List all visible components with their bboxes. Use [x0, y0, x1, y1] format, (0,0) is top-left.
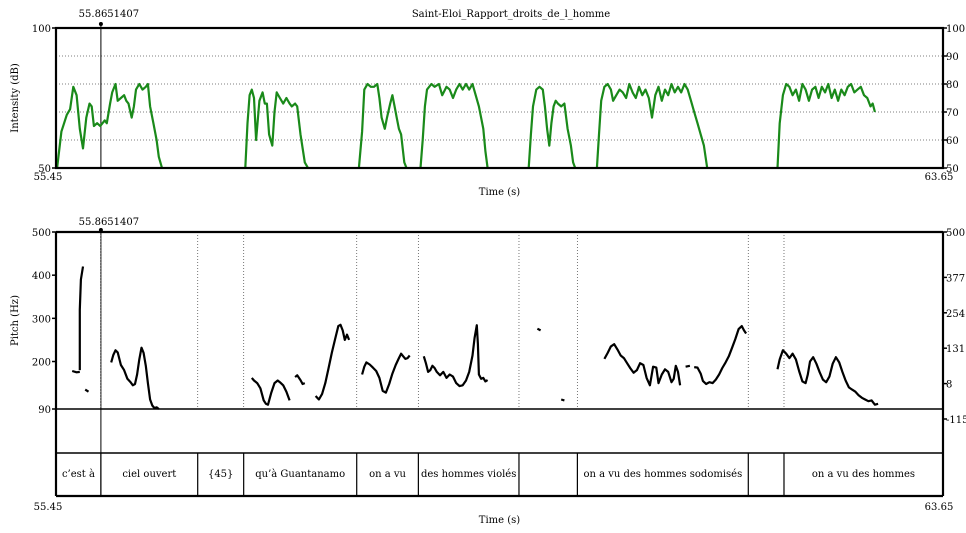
pitch-curve-segment: [361, 352, 411, 394]
intensity-curve-segment: [776, 82, 876, 169]
pitch-right-tick-label: 8: [946, 380, 952, 391]
pitch-left-tick-label: 90: [38, 405, 51, 416]
intensity-curve-segment: [244, 88, 309, 169]
pitch-curve-segment: [560, 398, 565, 402]
intensity-right-tick-label: 60: [946, 136, 959, 147]
cursor-time-label: 55.8651407: [79, 9, 139, 20]
intensity-right-tick-label: 70: [946, 108, 959, 119]
intensity-frame: [54, 26, 945, 170]
textgrid-interval-label: on a vu des hommes sodomisés: [583, 469, 742, 480]
pitch-curve-segment: [78, 266, 85, 371]
textgrid-interval-label: qu’à Guantanamo: [255, 469, 345, 480]
pitch-curve-segment: [603, 343, 682, 387]
intensity-right-tick-label: 90: [946, 52, 959, 63]
intensity-left-tick-label: 100: [32, 24, 51, 35]
cursor-time-label: 55.8651407: [79, 217, 139, 228]
pitch-curve-segment: [294, 374, 306, 386]
pitch-right-tick-label: 500: [946, 228, 965, 239]
intensity-xlabel: Time (s): [479, 187, 520, 198]
pitch-curve-segment: [536, 327, 542, 332]
pitch-curve-segment: [685, 364, 691, 368]
intensity-right-tick-label: 50: [946, 164, 959, 175]
textgrid-xlabel: Time (s): [479, 515, 520, 526]
pitch-left-tick-label: 200: [32, 358, 51, 369]
chart-title: Saint-Eloi_Rapport_droits_de_l_homme: [412, 9, 610, 20]
pitch-ylabel: Pitch (Hz): [10, 295, 21, 346]
textgrid-interval-label: on a vu des hommes: [812, 469, 915, 480]
pitch-curve-segment: [314, 323, 351, 401]
intensity-right-tick-label: 100: [946, 24, 965, 35]
intensity-time-start: 55.45: [34, 172, 63, 183]
textgrid-interval-label: des hommes violés: [421, 469, 516, 480]
intensity-curve-segment: [56, 82, 164, 169]
intensity-time-end: 63.65: [925, 172, 954, 183]
intensity-ylabel: Intensity (dB): [10, 63, 21, 133]
textgrid-interval-label: on a vu: [369, 469, 406, 480]
pitch-curve-segment: [250, 377, 291, 406]
textgrid-time-start: 55.45: [34, 502, 63, 513]
pitch-curve-segment: [422, 324, 489, 388]
pitch-left-tick-label: 400: [32, 271, 51, 282]
pitch-curve-segment: [71, 369, 80, 374]
pitch-curve-segment: [110, 346, 160, 410]
pitch-left-tick-label: 500: [32, 228, 51, 239]
intensity-curve-segment: [357, 82, 408, 169]
intensity-curve-segment: [595, 82, 709, 169]
textgrid-interval-label: ciel ouvert: [122, 469, 176, 480]
pitch-right-tick-label: 254: [946, 309, 965, 320]
cursor-marker: [98, 22, 103, 26]
pitch-curve-segment: [776, 349, 879, 406]
pitch-left-tick-label: 300: [32, 314, 51, 325]
pitch-right-tick-label: 377: [946, 273, 965, 284]
pitch-right-tick-label: 131: [946, 344, 965, 355]
intensity-right-tick-label: 80: [946, 80, 959, 91]
intensity-curve-segment: [419, 82, 489, 169]
pitch-curve-segment: [84, 388, 90, 393]
intensity-left-tick-label: 50: [38, 164, 51, 175]
textgrid-time-end: 63.65: [925, 502, 954, 513]
textgrid-interval-label: {45}: [208, 469, 233, 480]
textgrid-interval-label: c’est à: [62, 469, 95, 480]
pitch-curve-segment: [694, 325, 748, 386]
intensity-curve-segment: [527, 85, 577, 169]
pitch-right-tick-label: -115: [946, 415, 966, 426]
